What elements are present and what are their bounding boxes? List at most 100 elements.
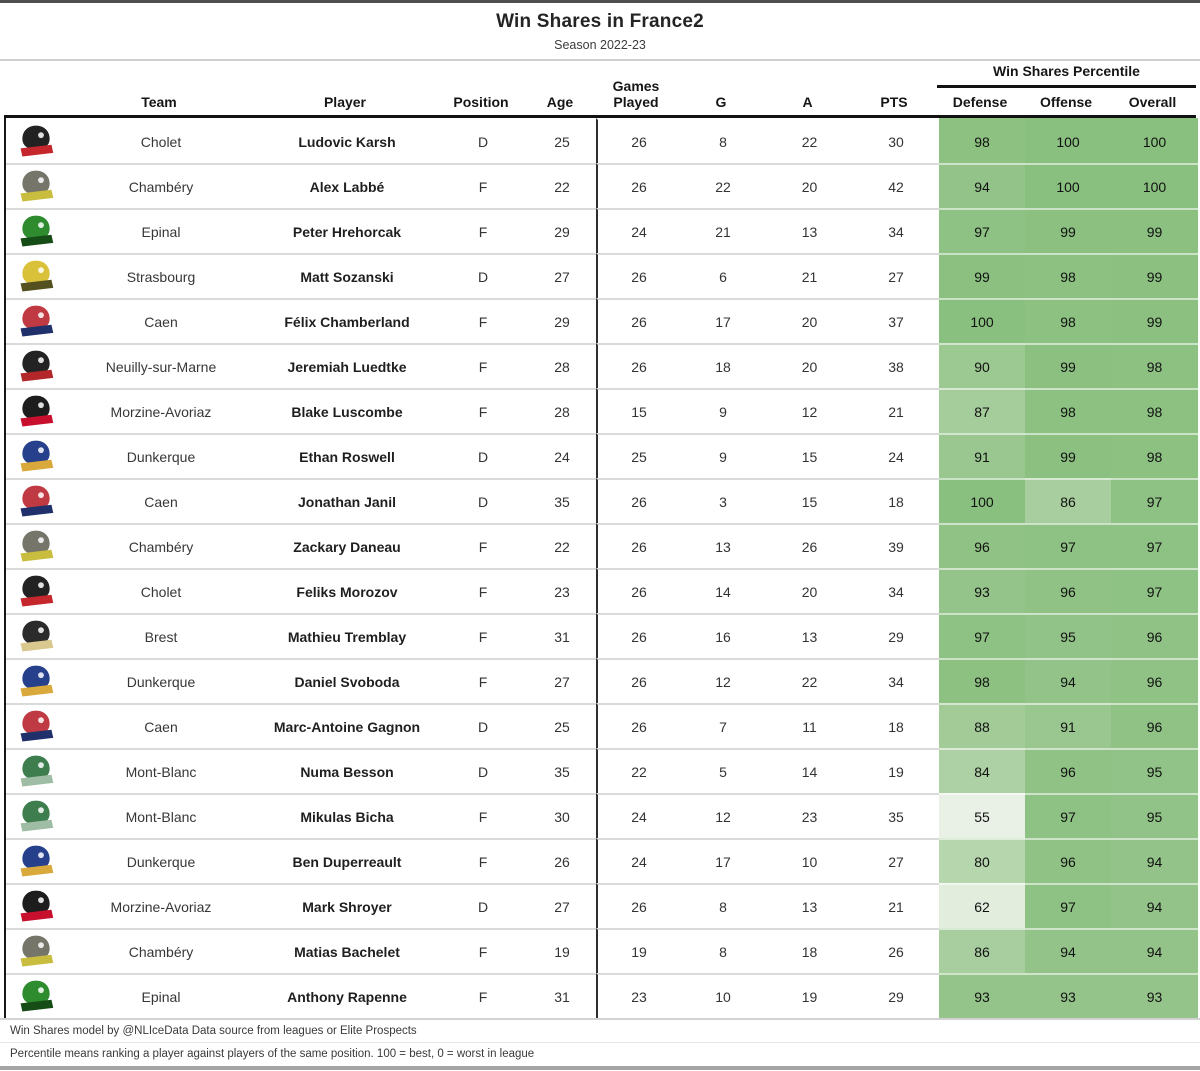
- games-played-cell: 25: [596, 433, 680, 478]
- overall-percentile-cell: 96: [1111, 658, 1198, 703]
- offense-percentile-cell: 91: [1025, 703, 1111, 748]
- assists-cell: 11: [766, 703, 853, 748]
- player-cell: Anthony Rapenne: [256, 973, 438, 1018]
- team-logo-cell: [6, 568, 66, 613]
- goals-cell: 18: [680, 343, 766, 388]
- header-logo: [4, 110, 64, 115]
- goals-cell: 3: [680, 478, 766, 523]
- column-header-row: Team Player Position Age Games Played G …: [4, 78, 1196, 115]
- offense-percentile-cell: 94: [1025, 658, 1111, 703]
- team-cell: Chambéry: [66, 163, 256, 208]
- defense-percentile-cell: 98: [939, 118, 1025, 163]
- age-cell: 31: [528, 613, 596, 658]
- position-cell: F: [438, 523, 528, 568]
- goals-cell: 17: [680, 838, 766, 883]
- team-cell: Morzine-Avoriaz: [66, 388, 256, 433]
- overall-percentile-cell: 97: [1111, 523, 1198, 568]
- header-player: Player: [323, 94, 367, 110]
- assists-cell: 23: [766, 793, 853, 838]
- assists-cell: 15: [766, 433, 853, 478]
- header-games-played: Games Played: [612, 78, 660, 110]
- points-cell: 18: [853, 478, 939, 523]
- overall-percentile-cell: 100: [1111, 163, 1198, 208]
- assists-cell: 21: [766, 253, 853, 298]
- overall-percentile-cell: 98: [1111, 343, 1198, 388]
- team-logo-icon: [20, 350, 54, 382]
- player-cell: Peter Hrehorcak: [256, 208, 438, 253]
- player-cell: Mikulas Bicha: [256, 793, 438, 838]
- offense-percentile-cell: 96: [1025, 568, 1111, 613]
- team-logo-cell: [6, 928, 66, 973]
- team-cell: Caen: [66, 478, 256, 523]
- games-played-cell: 26: [596, 658, 680, 703]
- player-cell: Blake Luscombe: [256, 388, 438, 433]
- overall-percentile-cell: 94: [1111, 928, 1198, 973]
- table-row: Caen Félix Chamberland F 29 26 17 20 37 …: [6, 298, 1198, 343]
- team-cell: Mont-Blanc: [66, 793, 256, 838]
- goals-cell: 12: [680, 658, 766, 703]
- games-played-cell: 26: [596, 253, 680, 298]
- games-played-cell: 26: [596, 613, 680, 658]
- team-logo-icon: [20, 305, 54, 337]
- goals-cell: 8: [680, 883, 766, 928]
- team-logo-icon: [20, 890, 54, 922]
- team-logo-cell: [6, 613, 66, 658]
- defense-percentile-cell: 99: [939, 253, 1025, 298]
- goals-cell: 16: [680, 613, 766, 658]
- goals-cell: 22: [680, 163, 766, 208]
- team-logo-icon: [20, 575, 54, 607]
- assists-cell: 13: [766, 208, 853, 253]
- goals-cell: 10: [680, 973, 766, 1018]
- overall-percentile-cell: 97: [1111, 478, 1198, 523]
- offense-percentile-cell: 99: [1025, 433, 1111, 478]
- defense-percentile-cell: 87: [939, 388, 1025, 433]
- defense-percentile-cell: 100: [939, 478, 1025, 523]
- team-cell: Caen: [66, 298, 256, 343]
- position-cell: F: [438, 388, 528, 433]
- team-cell: Neuilly-sur-Marne: [66, 343, 256, 388]
- defense-percentile-cell: 55: [939, 793, 1025, 838]
- assists-cell: 20: [766, 568, 853, 613]
- overall-percentile-cell: 98: [1111, 433, 1198, 478]
- games-played-cell: 23: [596, 973, 680, 1018]
- team-cell: Chambéry: [66, 928, 256, 973]
- team-logo-icon: [20, 530, 54, 562]
- assists-cell: 10: [766, 838, 853, 883]
- team-logo-icon: [20, 485, 54, 517]
- team-logo-cell: [6, 838, 66, 883]
- table-row: Dunkerque Ben Duperreault F 26 24 17 10 …: [6, 838, 1198, 883]
- points-cell: 39: [853, 523, 939, 568]
- defense-percentile-cell: 98: [939, 658, 1025, 703]
- age-cell: 22: [528, 523, 596, 568]
- position-cell: F: [438, 298, 528, 343]
- offense-percentile-cell: 98: [1025, 388, 1111, 433]
- header-position: Position: [453, 94, 509, 110]
- age-cell: 23: [528, 568, 596, 613]
- games-played-cell: 15: [596, 388, 680, 433]
- header-defense: Defense: [952, 94, 1008, 110]
- points-cell: 34: [853, 208, 939, 253]
- player-cell: Matt Sozanski: [256, 253, 438, 298]
- player-cell: Félix Chamberland: [256, 298, 438, 343]
- assists-cell: 26: [766, 523, 853, 568]
- team-logo-icon: [20, 620, 54, 652]
- table-row: Mont-Blanc Numa Besson D 35 22 5 14 19 8…: [6, 748, 1198, 793]
- defense-percentile-cell: 97: [939, 208, 1025, 253]
- position-cell: F: [438, 838, 528, 883]
- bottom-rule: [0, 1066, 1200, 1070]
- goals-cell: 21: [680, 208, 766, 253]
- position-cell: F: [438, 658, 528, 703]
- offense-percentile-cell: 97: [1025, 523, 1111, 568]
- goals-cell: 17: [680, 298, 766, 343]
- player-cell: Ludovic Karsh: [298, 133, 396, 150]
- overall-percentile-cell: 95: [1111, 793, 1198, 838]
- header-overall: Overall: [1128, 94, 1177, 110]
- games-played-cell: 26: [596, 118, 680, 163]
- defense-percentile-cell: 91: [939, 433, 1025, 478]
- table-row: Chambéry Matias Bachelet F 19 19 8 18 26…: [6, 928, 1198, 973]
- age-cell: 24: [528, 433, 596, 478]
- header-age: Age: [546, 94, 574, 110]
- position-cell: F: [438, 343, 528, 388]
- team-logo-cell: [6, 118, 66, 163]
